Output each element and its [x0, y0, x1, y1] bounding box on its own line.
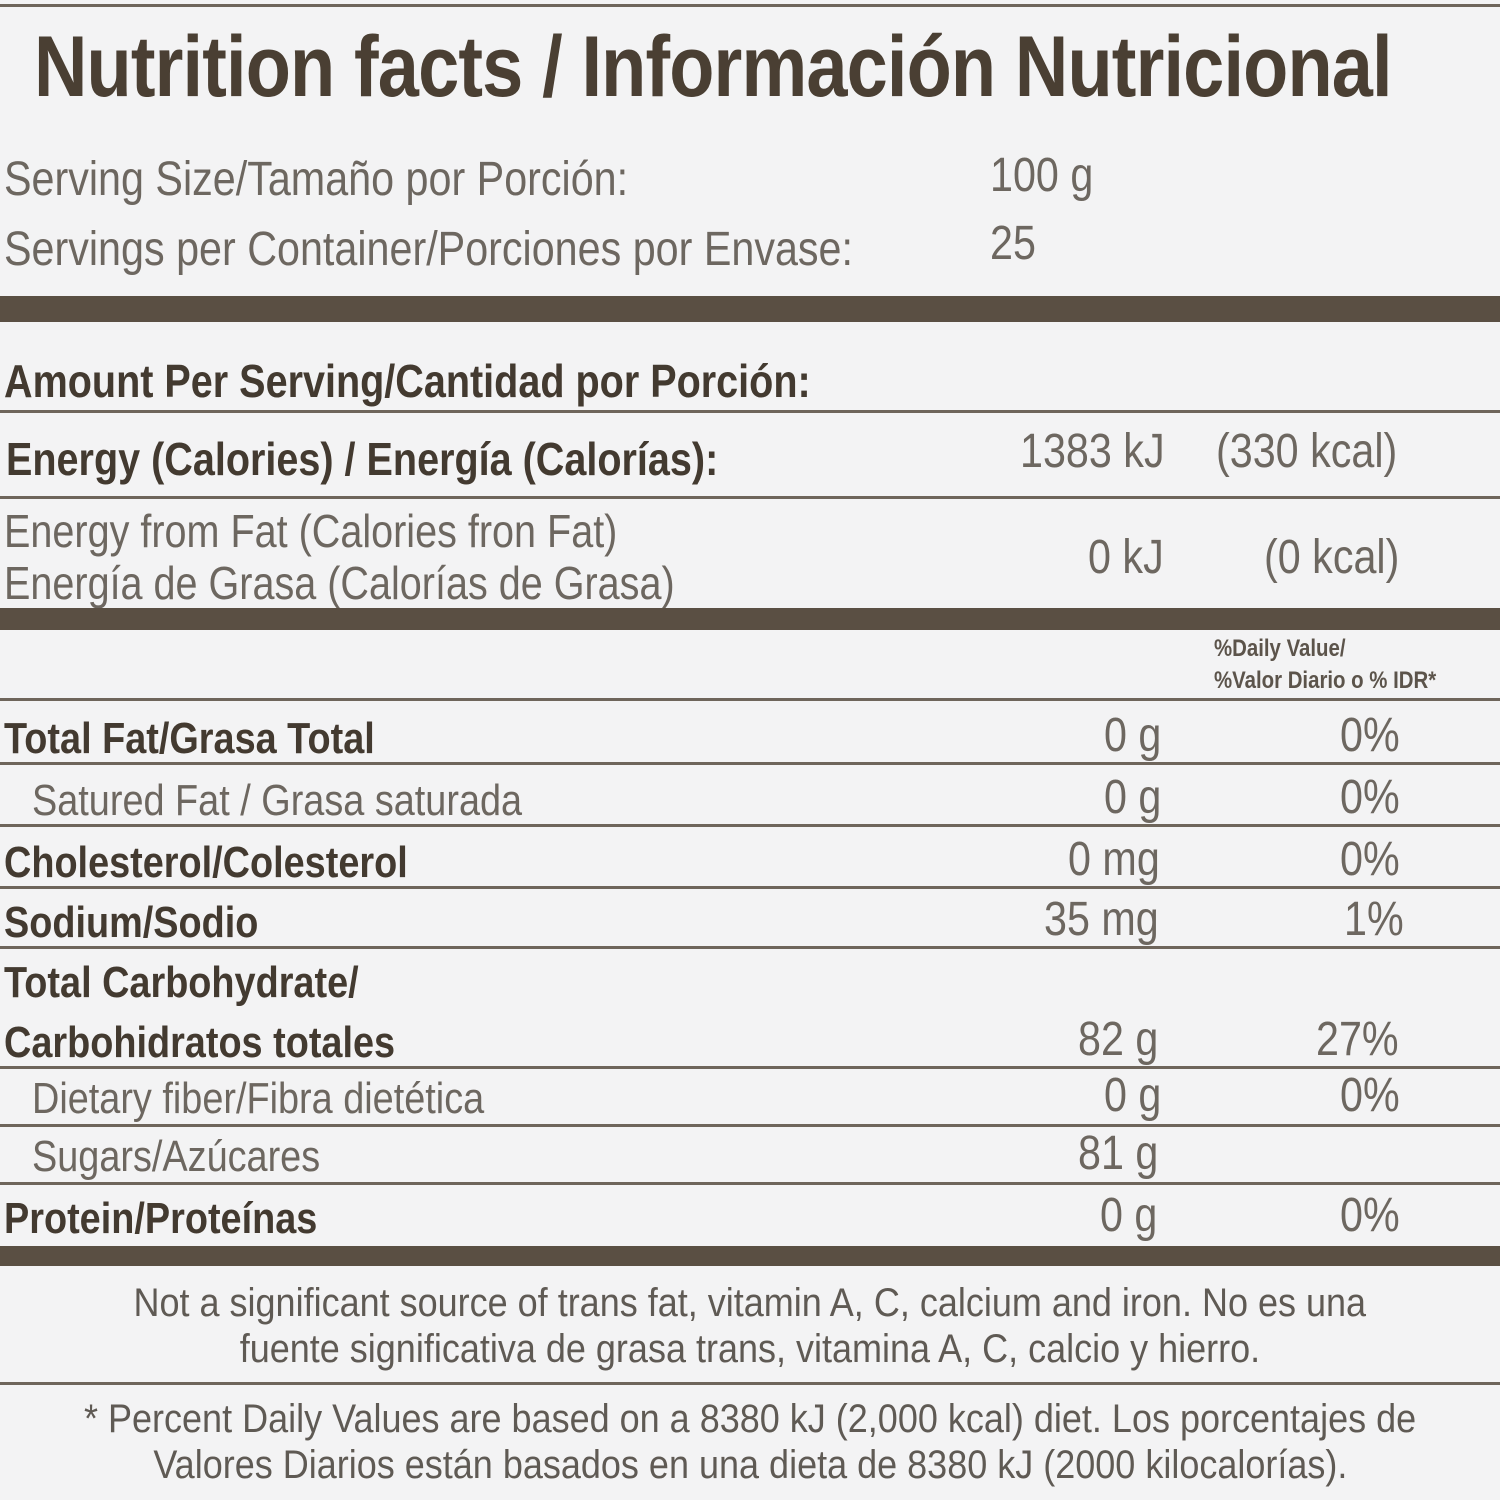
divider-row	[0, 1124, 1500, 1127]
nutrient-amount-total-carbohydrate: 82 g	[1078, 1013, 1159, 1066]
nutrient-label-total-carbohydrate-es: Carbohidratos totales	[4, 1018, 396, 1067]
divider-nutrients-top	[0, 698, 1500, 701]
serving-size-value: 100 g	[990, 149, 1094, 202]
servings-per-container-value: 25	[990, 217, 1036, 270]
footnote-trans-fat: Not a significant source of trans fat, v…	[0, 1280, 1500, 1372]
nutrient-amount-protein: 0 g	[1100, 1189, 1158, 1242]
divider-row	[0, 762, 1500, 765]
divider-row	[0, 824, 1500, 827]
thick-divider-1	[0, 296, 1500, 322]
energy-from-fat-label-en: Energy from Fat (Calories fron Fat)	[4, 505, 618, 557]
thick-divider-2	[0, 608, 1500, 630]
energy-kcal: (330 kcal)	[1216, 425, 1398, 478]
energy-from-fat-kcal: (0 kcal)	[1264, 531, 1400, 584]
daily-value-header-1: %Daily Value/	[1214, 635, 1346, 662]
top-border	[0, 4, 1500, 7]
label-title: Nutrition facts / Información Nutriciona…	[34, 19, 1393, 115]
serving-size-label: Serving Size/Tamaño por Porción:	[4, 153, 629, 206]
footnote-daily-values-line1: * Percent Daily Values are based on a 83…	[83, 1397, 1417, 1441]
nutrient-dv-total-fat: 0%	[1340, 709, 1400, 762]
nutrient-amount-saturated-fat: 0 g	[1104, 771, 1162, 824]
footnote-trans-fat-line1: Not a significant source of trans fat, v…	[133, 1281, 1367, 1325]
amount-per-serving-header: Amount Per Serving/Cantidad por Porción:	[4, 355, 811, 407]
nutrient-label-sugars: Sugars/Azúcares	[32, 1132, 321, 1181]
nutrient-label-sodium: Sodium/Sodio	[4, 898, 259, 947]
nutrient-amount-sugars: 81 g	[1078, 1127, 1159, 1180]
footnote-trans-fat-line2: fuente significativa de grasa trans, vit…	[239, 1327, 1261, 1371]
energy-from-fat-label-es: Energía de Grasa (Calorías de Grasa)	[4, 557, 675, 609]
nutrient-dv-protein: 0%	[1340, 1189, 1400, 1242]
divider-row	[0, 1182, 1500, 1185]
nutrient-amount-dietary-fiber: 0 g	[1104, 1069, 1162, 1122]
divider-row	[0, 886, 1500, 889]
nutrient-amount-total-fat: 0 g	[1104, 709, 1162, 762]
energy-kj: 1383 kJ	[1020, 425, 1165, 478]
nutrient-dv-total-carbohydrate: 27%	[1316, 1013, 1399, 1066]
divider-row	[0, 1066, 1500, 1069]
nutrient-amount-cholesterol: 0 mg	[1068, 833, 1160, 886]
divider-row	[0, 946, 1500, 949]
thick-divider-3	[0, 1246, 1500, 1266]
footnote-daily-values-line2: Valores Diarios están basados en una die…	[152, 1443, 1348, 1487]
nutrient-label-total-carbohydrate: Total Carbohydrate/	[4, 958, 359, 1007]
nutrient-amount-sodium: 35 mg	[1044, 893, 1159, 946]
nutrient-label-cholesterol: Cholesterol/Colesterol	[4, 838, 408, 887]
nutrient-label-dietary-fiber: Dietary fiber/Fibra dietética	[32, 1074, 485, 1123]
energy-label: Energy (Calories) / Energía (Calorías):	[6, 433, 719, 485]
footnote-daily-values: * Percent Daily Values are based on a 83…	[0, 1396, 1500, 1488]
nutrient-label-total-fat: Total Fat/Grasa Total	[4, 714, 375, 763]
nutrient-dv-saturated-fat: 0%	[1340, 771, 1400, 824]
divider-energy-fat-top	[0, 496, 1500, 499]
nutrient-label-protein: Protein/Proteínas	[4, 1194, 318, 1243]
nutrient-dv-sodium: 1%	[1344, 893, 1404, 946]
daily-value-header-2: %Valor Diario o % IDR*	[1214, 667, 1437, 694]
divider-footnotes	[0, 1382, 1500, 1385]
nutrient-label-saturated-fat: Satured Fat / Grasa saturada	[32, 776, 523, 825]
nutrient-dv-cholesterol: 0%	[1340, 833, 1400, 886]
servings-per-container-label: Servings per Container/Porciones por Env…	[4, 223, 853, 276]
nutrient-dv-dietary-fiber: 0%	[1340, 1069, 1400, 1122]
divider-energy-top	[0, 410, 1500, 413]
energy-from-fat-kj: 0 kJ	[1088, 531, 1164, 584]
